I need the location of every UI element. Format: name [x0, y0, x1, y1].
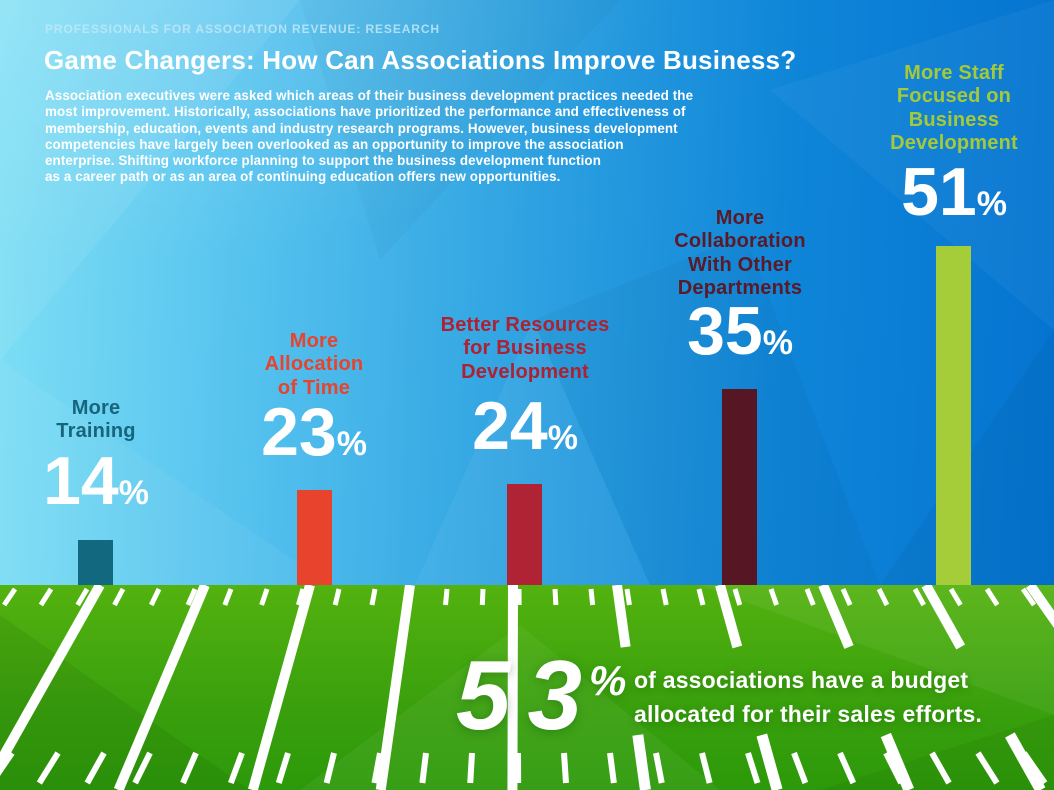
value-number: 51: [901, 154, 977, 230]
value-unit: %: [762, 324, 793, 362]
value-unit: %: [976, 185, 1007, 223]
bar-label-more-allocation-of-time: More Allocation of Time: [204, 330, 424, 400]
bar-more-allocation-of-time: [297, 490, 332, 585]
callout-text-line: allocated for their sales efforts.: [634, 701, 983, 727]
bar-more-training: [78, 540, 113, 585]
value-number: 23: [261, 394, 337, 470]
field-yard-lines: [0, 585, 1054, 790]
description-line: enterprise. Shifting workforce planning …: [45, 153, 601, 169]
value-unit: %: [547, 419, 578, 457]
description-line: membership, education, events and indust…: [45, 120, 678, 136]
label-line: for Business: [463, 337, 587, 360]
bar-more-collaboration: [722, 389, 757, 585]
bar-value-more-collaboration: 35%: [630, 297, 850, 365]
bar-label-better-resources: Better Resources for Business Developmen…: [415, 314, 635, 384]
label-line: Departments: [677, 277, 803, 300]
bar-better-resources: [507, 484, 542, 585]
description-line: as a career path or as an area of contin…: [45, 169, 561, 185]
label-line: More: [289, 330, 339, 352]
callout-digit: 5: [456, 640, 511, 750]
value-number: 14: [43, 443, 119, 519]
label-line: Development: [890, 132, 1018, 155]
callout-percent-sign: %: [589, 657, 627, 704]
label-line: of Time: [277, 376, 351, 399]
callout-text: of associations have a budget allocated …: [634, 663, 982, 731]
callout-digit: 3: [527, 640, 583, 750]
value-unit: %: [336, 425, 367, 463]
callout-stat: 5 3 %: [456, 646, 626, 744]
label-line: More: [715, 207, 765, 229]
bar-label-more-staff: More Staff Focused on Business Developme…: [844, 62, 1054, 156]
description-line: most improvement. Historically, associat…: [45, 104, 686, 120]
value-number: 35: [687, 293, 763, 369]
value-number: 24: [472, 388, 548, 464]
label-line: More Staff: [904, 62, 1004, 84]
bar-label-more-collaboration: More Collaboration With Other Department…: [630, 207, 850, 301]
description-line: competencies have largely been overlooke…: [45, 136, 624, 152]
bar-label-more-training: More Training: [0, 397, 206, 444]
label-line: Focused on: [896, 85, 1012, 108]
label-line: Training: [56, 420, 136, 443]
bar-value-more-staff: 51%: [844, 158, 1054, 226]
page-title: Game Changers: How Can Associations Impr…: [44, 45, 797, 75]
label-line: Better Resources: [440, 314, 610, 336]
value-unit: %: [118, 474, 149, 512]
infographic-description: Association executives were asked which …: [45, 88, 693, 186]
label-line: Allocation: [264, 353, 364, 376]
label-line: Collaboration: [674, 230, 806, 253]
label-line: With Other: [687, 253, 793, 276]
label-line: Business: [908, 108, 1000, 131]
bar-more-staff: [936, 246, 971, 585]
label-line: More: [71, 397, 121, 419]
bar-value-more-training: 14%: [0, 447, 206, 515]
label-line: Development: [461, 360, 589, 383]
football-field: [0, 585, 1054, 790]
header-eyebrow: PROFESSIONALS FOR ASSOCIATION REVENUE: R…: [45, 22, 440, 36]
bar-value-better-resources: 24%: [415, 392, 635, 460]
bar-value-more-allocation-of-time: 23%: [204, 398, 424, 466]
callout-text-line: of associations have a budget: [634, 667, 969, 693]
description-line: Association executives were asked which …: [45, 88, 694, 103]
